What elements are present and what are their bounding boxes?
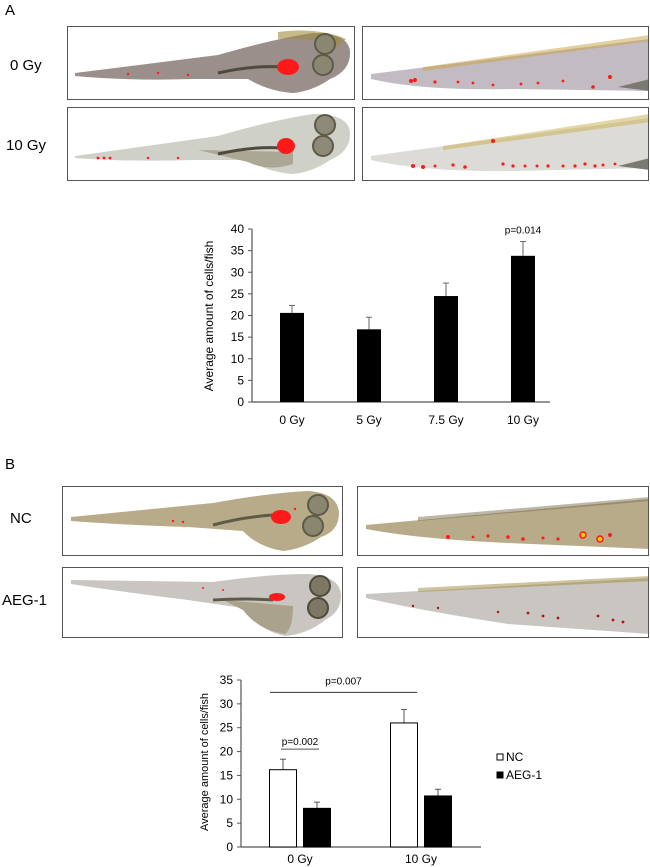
fish-whole-graphic <box>75 114 350 174</box>
bar-10-gy <box>511 255 535 402</box>
fish-tail-graphic <box>371 114 648 172</box>
y-tick-label: 0 <box>226 840 233 854</box>
fish-image-a-0gy-tail <box>362 26 649 100</box>
row-label-aeg1: AEG-1 <box>2 592 48 609</box>
chart-a-ylabel: Average amount of cells/fish <box>202 241 216 392</box>
fish-whole-graphic <box>75 30 350 93</box>
x-tick-label: 7.5 Gy <box>428 413 463 427</box>
panel-a-label: A <box>5 2 16 19</box>
x-tick-label: 0 Gy <box>287 852 312 866</box>
legend-swatch-nc <box>496 753 504 761</box>
fish-tail-graphic <box>366 576 648 634</box>
bar-aeg-1-10gy <box>424 795 452 848</box>
y-tick-label: 30 <box>220 697 234 711</box>
y-tick-label: 15 <box>231 330 245 344</box>
row-label-nc: NC <box>10 510 32 527</box>
fish-image-a-10gy-whole <box>67 107 355 181</box>
red-signal-blob <box>271 510 291 524</box>
y-tick-label: 20 <box>220 745 234 759</box>
x-tick-label: 0 Gy <box>279 413 304 427</box>
panel-b-label: B <box>5 456 16 473</box>
red-signal-blob <box>277 138 295 154</box>
y-tick-label: 40 <box>231 222 245 236</box>
chart-b-ylabel: Average amount of cells/fish <box>199 693 211 831</box>
y-tick-label: 0 <box>237 395 244 409</box>
fish-image-b-nc-whole <box>62 486 343 556</box>
y-tick-label: 15 <box>220 768 234 782</box>
fish-image-a-10gy-tail <box>362 107 649 181</box>
bar-aeg-1-0gy <box>303 807 331 848</box>
bar-0-gy <box>280 312 304 402</box>
p-value-annotation: p=0.014 <box>505 226 542 237</box>
y-tick-label: 35 <box>220 673 234 687</box>
bar-nc-0gy <box>269 769 297 848</box>
red-signal-blob <box>277 59 299 75</box>
bar-5-gy <box>357 329 381 402</box>
y-tick-label: 20 <box>231 309 245 323</box>
red-cell-dots <box>411 139 617 169</box>
y-tick-label: 25 <box>231 287 245 301</box>
red-cell-dots <box>409 75 612 89</box>
x-tick-label: 10 Gy <box>507 413 539 427</box>
bar-nc-10gy <box>390 722 418 848</box>
x-tick-label: 5 Gy <box>356 413 381 427</box>
fish-image-b-aeg1-whole <box>62 567 343 638</box>
fish-image-a-0gy-whole <box>67 26 355 100</box>
y-tick-label: 30 <box>231 265 245 279</box>
y-tick-label: 10 <box>231 352 245 366</box>
fish-whole-graphic <box>71 574 341 636</box>
fish-tail-graphic <box>366 497 648 549</box>
row-label-0gy: 0 Gy <box>10 57 42 74</box>
bar-7-5-gy <box>434 296 458 402</box>
y-tick-label: 35 <box>231 244 245 258</box>
red-cell-dots <box>446 531 612 543</box>
fish-image-b-aeg1-tail <box>357 567 649 638</box>
y-tick-label: 5 <box>226 816 233 830</box>
y-tick-label: 10 <box>220 792 234 806</box>
legend-label-nc: NC <box>506 750 524 764</box>
legend-swatch-aeg-1 <box>496 771 504 779</box>
row-label-10gy: 10 Gy <box>6 137 47 154</box>
fish-whole-graphic <box>71 491 339 551</box>
p-value-annotation: p=0.007 <box>325 676 362 687</box>
x-tick-label: 10 Gy <box>405 852 437 866</box>
red-cell-dots <box>411 604 625 624</box>
fish-tail-graphic <box>371 35 648 91</box>
y-tick-label: 5 <box>237 373 244 387</box>
y-tick-label: 25 <box>220 721 234 735</box>
p-value-annotation: p=0.002 <box>282 737 319 748</box>
fish-image-b-nc-tail <box>357 486 649 556</box>
red-signal-blob <box>269 593 285 601</box>
legend-label-aeg-1: AEG-1 <box>506 768 542 782</box>
